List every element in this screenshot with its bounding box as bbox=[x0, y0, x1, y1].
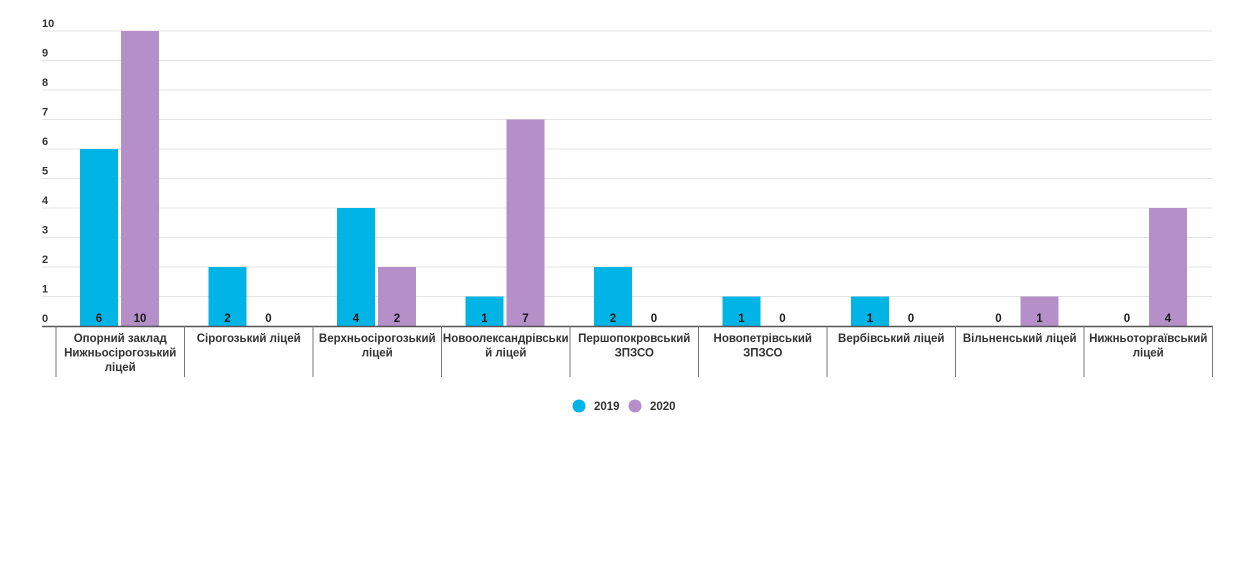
data-label: 1 bbox=[867, 313, 874, 325]
data-label: 1 bbox=[481, 313, 488, 325]
x-tick-label: Опорний заклад bbox=[74, 333, 168, 345]
y-tick-label: 5 bbox=[42, 166, 48, 178]
x-tick-label: Нижньоторгаївський bbox=[1089, 333, 1207, 345]
x-tick-label: Сірогозький ліцей bbox=[197, 333, 301, 345]
x-tick-label: Нижньосірогозький bbox=[64, 348, 176, 360]
data-label: 0 bbox=[995, 313, 1001, 325]
data-label: 2 bbox=[394, 313, 400, 325]
y-tick-label: 0 bbox=[42, 313, 48, 325]
legend-swatch-2019 bbox=[572, 399, 586, 413]
x-tick-label: Верхньосірогозький bbox=[319, 333, 436, 345]
bar-2020[interactable] bbox=[1020, 296, 1059, 327]
data-label: 0 bbox=[1124, 313, 1130, 325]
y-tick-label: 10 bbox=[42, 18, 54, 30]
data-label: 10 bbox=[134, 313, 147, 325]
y-tick-label: 1 bbox=[42, 284, 48, 296]
y-tick-label: 3 bbox=[42, 225, 48, 237]
data-label: 7 bbox=[522, 313, 528, 325]
y-tick-label: 9 bbox=[42, 48, 48, 60]
data-label: 0 bbox=[779, 313, 785, 325]
x-tick-label: ЗПЗСО bbox=[615, 348, 654, 360]
bar-2019[interactable] bbox=[594, 267, 632, 326]
data-label: 2 bbox=[610, 313, 616, 325]
legend-label: 2019 bbox=[594, 401, 620, 413]
x-tick-label: Першопокровський bbox=[578, 333, 690, 345]
y-tick-label: 8 bbox=[42, 77, 48, 89]
x-tick-label: й ліцей bbox=[485, 348, 526, 360]
x-tick-label: Новоолександрівськи bbox=[443, 333, 569, 345]
bar-2019[interactable] bbox=[208, 267, 247, 326]
bar-2020[interactable] bbox=[378, 267, 416, 326]
bar-2020[interactable] bbox=[506, 119, 545, 327]
data-label: 0 bbox=[908, 313, 914, 325]
data-label: 0 bbox=[265, 313, 271, 325]
x-tick-label: ліцей bbox=[362, 348, 393, 360]
bar-2019[interactable] bbox=[465, 296, 504, 327]
x-tick-label: Вільненський ліцей bbox=[963, 333, 1077, 345]
bar-2019[interactable] bbox=[80, 149, 118, 326]
bar-2020[interactable] bbox=[1149, 208, 1187, 326]
y-tick-label: 7 bbox=[42, 107, 48, 119]
legend-label: 2020 bbox=[650, 401, 676, 413]
data-label: 2 bbox=[224, 313, 230, 325]
bar-2019[interactable] bbox=[337, 208, 375, 326]
x-tick-label: ліцей bbox=[1133, 348, 1164, 360]
y-tick-label: 2 bbox=[42, 254, 48, 266]
data-label: 4 bbox=[1165, 313, 1172, 325]
y-tick-label: 4 bbox=[42, 195, 49, 207]
x-tick-label: Новопетрівський bbox=[714, 333, 812, 345]
x-tick-label: ЗПЗСО bbox=[743, 348, 782, 360]
y-tick-label: 6 bbox=[42, 136, 48, 148]
data-label: 4 bbox=[353, 313, 360, 325]
x-tick-label: ліцей bbox=[105, 362, 136, 374]
data-label: 6 bbox=[96, 313, 102, 325]
data-label: 1 bbox=[738, 313, 745, 325]
bar-2019[interactable] bbox=[851, 296, 889, 327]
bar-2019[interactable] bbox=[722, 296, 761, 327]
data-label: 0 bbox=[651, 313, 657, 325]
x-tick-label: Вербівський ліцей bbox=[838, 333, 944, 345]
bar-2020[interactable] bbox=[121, 31, 159, 326]
data-label: 1 bbox=[1036, 313, 1043, 325]
legend-swatch-2020 bbox=[628, 399, 642, 413]
